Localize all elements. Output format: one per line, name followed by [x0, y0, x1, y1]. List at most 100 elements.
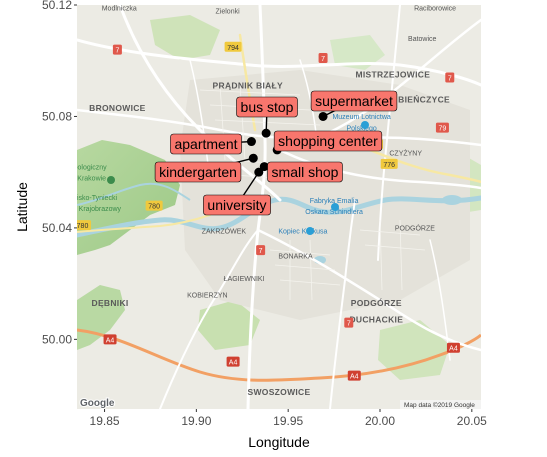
data-points — [246, 111, 328, 177]
road-shield: 7 — [318, 52, 328, 63]
place-label: CZYŻYNY — [389, 148, 422, 157]
forest-area-west — [77, 140, 180, 255]
road-shield: A4 — [103, 334, 117, 345]
data-point — [318, 111, 328, 121]
data-label: apartment — [170, 133, 242, 155]
road-shield-bg — [380, 158, 398, 169]
place-label: Oskara Schindlera — [305, 209, 363, 216]
data-point — [261, 128, 271, 138]
data-label-box — [236, 96, 298, 118]
place-label: BRONOWICE — [89, 103, 146, 113]
place-label: MISTRZEJOWICE — [355, 69, 430, 79]
attribution-bg — [400, 400, 481, 409]
green-area-northeast — [330, 35, 385, 70]
road-shield: A4 — [347, 370, 361, 381]
data-label-box — [310, 90, 398, 112]
data-label-text: university — [207, 197, 266, 213]
road-shield-label: 7 — [321, 56, 325, 63]
poi-kopiec-icon — [306, 227, 314, 235]
data-labels: apartment bus stop supermarket shopping cen… — [154, 90, 398, 216]
road-shield: 780 — [145, 200, 163, 211]
river-secondary — [77, 182, 191, 206]
place-label: Zoologiczny — [69, 164, 107, 171]
road-shield-bg — [445, 72, 455, 83]
poi-schindler-icon — [331, 203, 339, 211]
map-background: Modlniczka Zielonki Raciborowice Batowice PR… — [62, 5, 481, 409]
place-label: KOBIERZYN — [187, 293, 227, 300]
road-shield-label: 7 — [347, 321, 351, 328]
google-logo: Google Google — [79, 397, 116, 409]
place-label: SWOSZOWICE — [248, 387, 311, 397]
x-axis: 19.85 19.90 19.95 20.00 20.05 — [90, 409, 487, 428]
green-area-north — [150, 15, 220, 60]
data-label-box — [154, 161, 242, 183]
road-shield-label: 79 — [439, 126, 447, 133]
road-shield-label: 7 — [259, 248, 263, 255]
place-label: Muzeum Lotnictwa — [332, 114, 390, 121]
road-shield-bg — [256, 245, 266, 256]
road-shield-bg — [112, 44, 122, 55]
road-shield: 780 — [77, 220, 92, 231]
place-label: Raciborowice — [414, 6, 456, 13]
data-label-text: kindergarten — [159, 164, 237, 180]
place-label: Park Krajobrazowy — [62, 206, 121, 213]
road-shield-bg — [446, 342, 460, 353]
place-label: BONARKA — [278, 254, 313, 261]
road-shield-bg — [145, 200, 163, 211]
place-label: PRĄDNIK BIAŁY — [213, 81, 284, 91]
road-shield-label: A4 — [106, 337, 115, 344]
urban-area — [180, 70, 470, 320]
x-tick-label: 19.95 — [273, 414, 303, 428]
data-label: shopping center — [273, 130, 383, 152]
road-shield: 7 — [112, 44, 122, 55]
road-shield-bg — [224, 41, 242, 52]
data-point — [248, 153, 258, 163]
road-shield-bg — [344, 317, 354, 328]
road-shield-bg — [435, 122, 449, 133]
road-shield-label: A4 — [449, 346, 458, 353]
road-shield-bg — [347, 370, 361, 381]
road-shield: 7 — [256, 245, 266, 256]
data-point — [246, 137, 256, 147]
data-label-text: supermarket — [315, 93, 393, 109]
road-shield-label: 7 — [115, 48, 119, 55]
poi-markers — [107, 121, 369, 235]
data-label: small shop — [267, 161, 343, 183]
google-logo-halo: Google — [80, 398, 115, 409]
data-label-box — [203, 194, 271, 216]
place-labels: Modlniczka Zielonki Raciborowice Batowice PR… — [62, 6, 456, 397]
vistula-river — [77, 195, 481, 238]
data-label-text: small shop — [272, 164, 339, 180]
x-axis-title: Longitude — [248, 434, 310, 450]
y-axis: 50.00 50.04 50.08 50.12 — [42, 0, 77, 346]
data-label-text: apartment — [174, 136, 237, 152]
x-tick-label: 20.05 — [457, 414, 487, 428]
road-shield-bg — [226, 356, 240, 367]
road-shield: A4 — [226, 356, 240, 367]
place-label: DUCHACKIE — [349, 315, 403, 325]
data-label: kindergarten — [154, 161, 242, 183]
road-shield-label: 780 — [77, 223, 89, 230]
data-label-text: shopping center — [278, 133, 378, 149]
place-label: Krakowie — [77, 176, 106, 183]
y-tick-label: 50.08 — [42, 109, 72, 123]
road-shield: 794 — [224, 41, 242, 52]
road-shield-label: A4 — [229, 360, 238, 367]
road-shield-label: 780 — [148, 204, 160, 211]
x-tick-label: 19.85 — [90, 414, 120, 428]
y-axis-title: Latitude — [14, 182, 30, 232]
road-shield-bg — [318, 52, 328, 63]
data-label-box — [170, 133, 242, 155]
road-shield-bg — [77, 220, 92, 231]
place-label: PODGÓRZE — [351, 297, 402, 308]
data-label: bus stop — [236, 96, 298, 118]
place-label: Modlniczka — [102, 6, 137, 13]
data-label-box — [267, 161, 343, 183]
place-label: PODGÓRZE — [395, 224, 435, 233]
road-shield-label: A4 — [350, 374, 359, 381]
road-shield: A4 — [446, 342, 460, 353]
road-shield-bg — [103, 334, 117, 345]
road-shield-label: 7 — [448, 75, 452, 82]
place-label: Batowice — [408, 36, 437, 43]
